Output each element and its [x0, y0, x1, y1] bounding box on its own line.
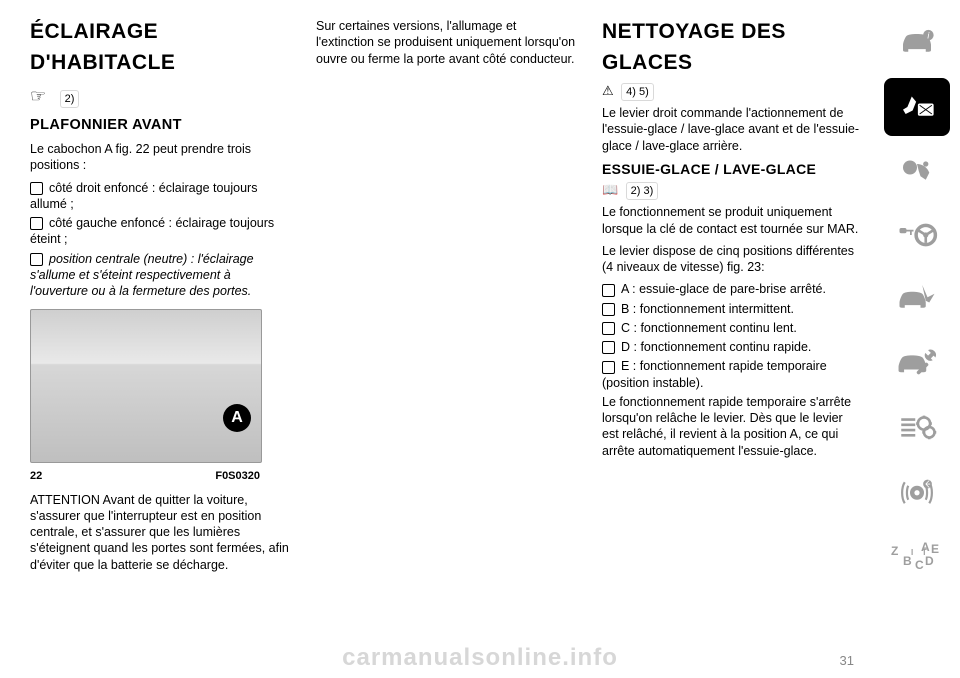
figure-number: 22 [30, 469, 42, 483]
tab-radio-icon[interactable] [884, 462, 950, 520]
figure-caption-row: 22 F0S0320 [30, 469, 260, 483]
section-tabs: i Z B C D E A [874, 0, 960, 678]
list-item: A : essuie-glace de pare-brise arrêté. [602, 281, 862, 297]
column-3: NETTOYAGE DES GLACES ⚠ 4) 5) Le levier d… [602, 18, 862, 678]
body-text: Le fonctionnement se produit uniquement … [602, 204, 862, 237]
list-item: position centrale (neutre) : l'éclairage… [30, 251, 290, 300]
tab-light-icon[interactable] [884, 78, 950, 136]
heading-line-1: ÉCLAIRAGE [30, 18, 290, 45]
attention-note: ATTENTION Avant de quitter la voiture, s… [30, 492, 290, 573]
heading-line-2: GLACES [602, 49, 862, 76]
figure-code: F0S0320 [215, 469, 260, 483]
list-item: B : fonctionnement intermittent. [602, 301, 862, 317]
warning-icon: ⚠ [602, 83, 614, 98]
subheading: ESSUIE-GLACE / LAVE-GLACE [602, 160, 862, 178]
list-item: C : fonctionnement continu lent. [602, 320, 862, 336]
body-text: Sur certaines versions, l'allumage et l'… [316, 18, 576, 67]
column-2: Sur certaines versions, l'allumage et l'… [316, 18, 576, 678]
tab-settings-icon[interactable] [884, 398, 950, 456]
heading-line-1: NETTOYAGE DES [602, 18, 862, 45]
tab-index-icon[interactable]: Z B C D E A I T [884, 526, 950, 584]
figure-22: A [30, 309, 262, 463]
list-item: côté gauche enfoncé : éclairage toujours… [30, 215, 290, 248]
column-1: ÉCLAIRAGE D'HABITACLE ☞ 2) PLAFONNIER AV… [30, 18, 290, 678]
body-text: Le levier dispose de cinq positions diff… [602, 243, 862, 276]
subheading: PLAFONNIER AVANT [30, 116, 290, 135]
book-icon: 📖 [602, 182, 618, 197]
tab-crash-icon[interactable] [884, 270, 950, 328]
body-text: Le fonctionnement rapide temporaire s'ar… [602, 394, 862, 459]
footnote-ref: 2) [60, 90, 80, 108]
tab-key-wheel-icon[interactable] [884, 206, 950, 264]
pointer-icon: ☞ [30, 85, 46, 108]
body-text: Le levier droit commande l'actionnement … [602, 105, 862, 154]
list-item: E : fonctionnement rapide temporaire (po… [602, 358, 862, 391]
figure-callout: A [223, 404, 251, 432]
heading-line-2: D'HABITACLE [30, 49, 290, 76]
tab-airbag-icon[interactable] [884, 142, 950, 200]
page-number: 31 [840, 653, 854, 668]
intro-text: Le cabochon A fig. 22 peut prendre trois… [30, 141, 290, 174]
tab-car-info-icon[interactable]: i [884, 14, 950, 72]
list-item: D : fonctionnement continu rapide. [602, 339, 862, 355]
footnote-ref: 2) 3) [626, 182, 659, 200]
tab-wrench-icon[interactable] [884, 334, 950, 392]
list-item: côté droit enfoncé : éclairage toujours … [30, 180, 290, 213]
footnote-ref: 4) 5) [621, 83, 654, 101]
